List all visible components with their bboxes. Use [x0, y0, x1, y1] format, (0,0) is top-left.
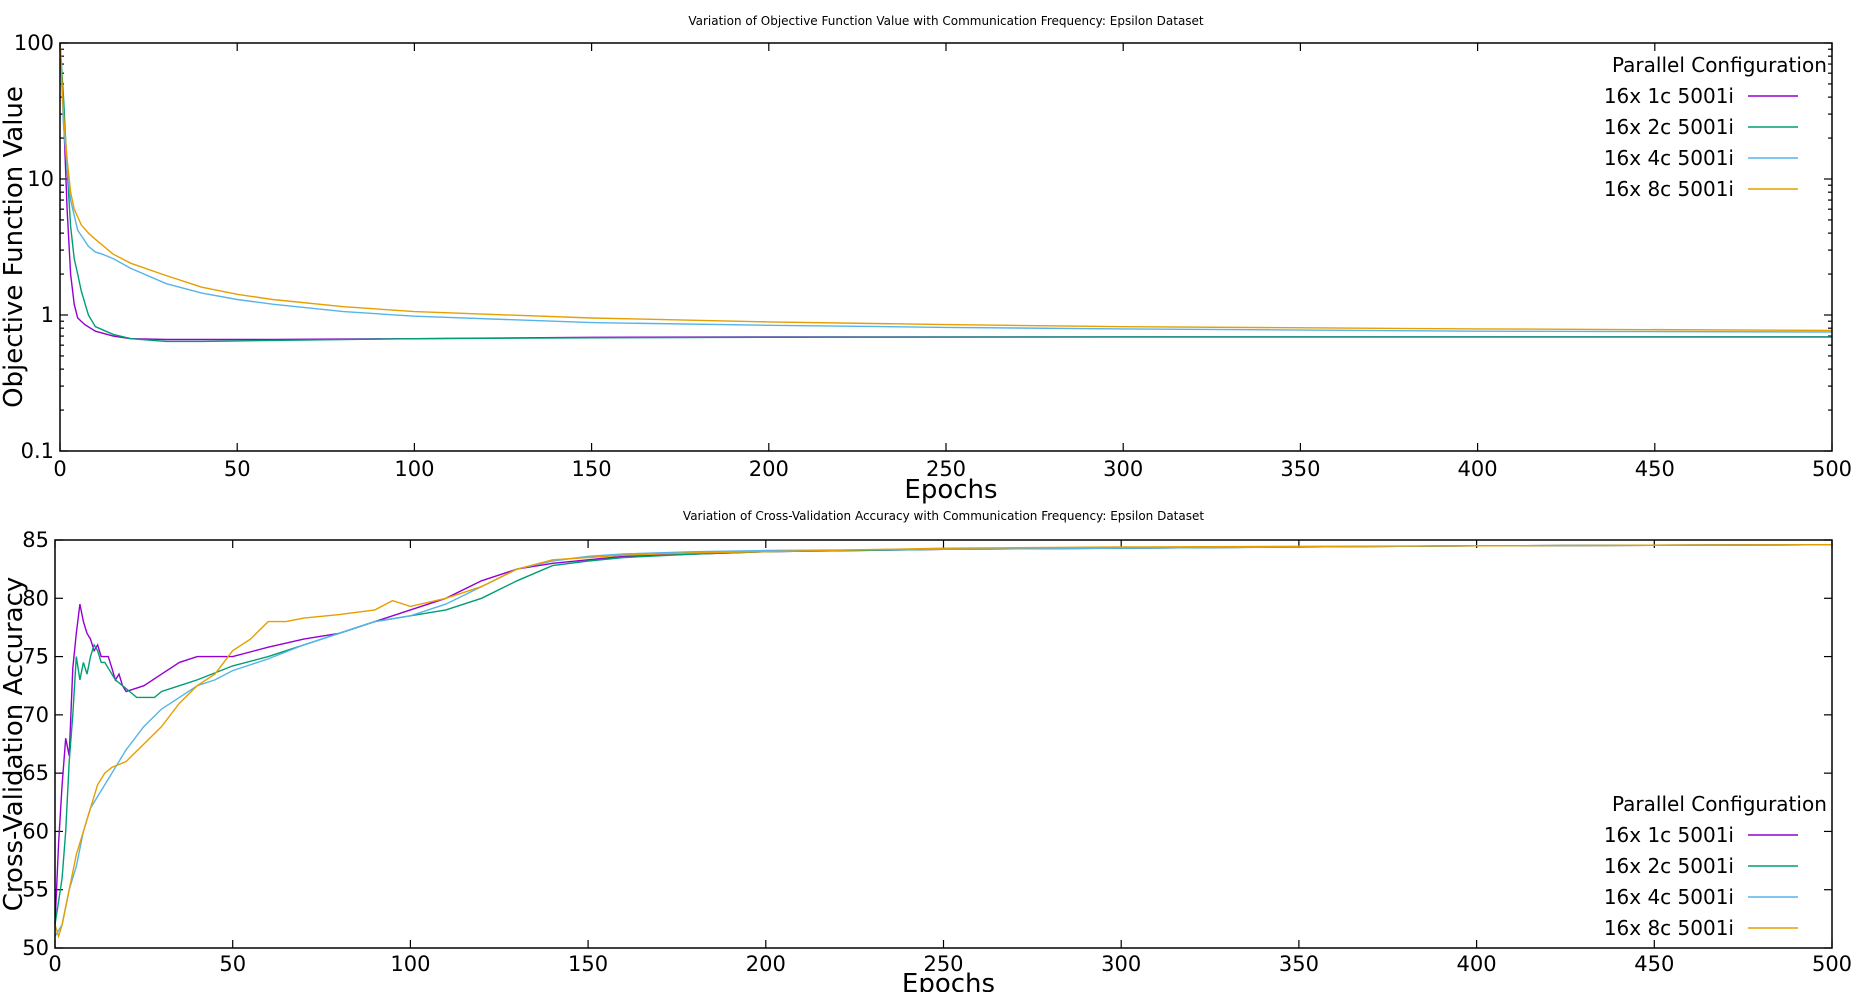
x-tick-label: 300: [1103, 457, 1143, 481]
x-tick-label: 50: [224, 457, 251, 481]
legend-label: 16x 8c 5001i: [1604, 177, 1734, 201]
legend-label: 16x 8c 5001i: [1604, 916, 1734, 940]
x-tick-label: 150: [572, 457, 612, 481]
chart-2: Variation of Cross-Validation Accuracy w…: [0, 509, 1852, 992]
x-axis-label: Epochs: [904, 475, 997, 505]
x-axis-label: Epochs: [902, 969, 995, 992]
x-tick-label: 450: [1634, 952, 1674, 976]
x-tick-label: 200: [746, 952, 786, 976]
chart-title: Variation of Cross-Validation Accuracy w…: [683, 509, 1204, 523]
y-tick-label: 10: [27, 167, 54, 191]
x-tick-label: 450: [1635, 457, 1675, 481]
legend-label: 16x 2c 5001i: [1604, 854, 1734, 878]
series-line-2: [54, 544, 1833, 925]
series-line-1: [54, 544, 1833, 925]
plot-frame: [59, 42, 1833, 452]
x-tick-label: 400: [1458, 457, 1498, 481]
chart-1: Variation of Objective Function Value wi…: [0, 14, 1852, 505]
x-tick-label: 350: [1279, 952, 1319, 976]
series-line-4: [59, 42, 1833, 332]
y-tick-label: 50: [22, 936, 49, 960]
y-tick-label: 1: [41, 303, 54, 327]
legend-title: Parallel Configuration: [1612, 53, 1827, 77]
y-tick-label: 70: [22, 703, 49, 727]
y-axis-label: Objective Function Value: [0, 86, 29, 408]
x-tick-label: 0: [48, 952, 61, 976]
x-tick-label: 500: [1812, 457, 1852, 481]
y-tick-label: 55: [22, 878, 49, 902]
x-tick-label: 300: [1101, 952, 1141, 976]
chart-title: Variation of Objective Function Value wi…: [688, 14, 1204, 28]
x-tick-label: 150: [568, 952, 608, 976]
legend: Parallel Configuration 16x 1c 5001i 16x 2c…: [1604, 53, 1827, 201]
plot-frame: [54, 539, 1833, 949]
x-tick-label: 100: [394, 457, 434, 481]
legend-label: 16x 4c 5001i: [1604, 885, 1734, 909]
x-tick-label: 0: [53, 457, 66, 481]
series-line-2: [59, 42, 1832, 343]
legend-label: 16x 4c 5001i: [1604, 146, 1734, 170]
y-tick-label: 80: [22, 586, 49, 610]
legend-title: Parallel Configuration: [1612, 792, 1827, 816]
y-tick-label: 75: [22, 645, 49, 669]
y-tick-label: 100: [14, 31, 54, 55]
x-tick-label: 350: [1280, 457, 1320, 481]
series-line-3: [54, 544, 1833, 937]
y-tick-label: 60: [22, 819, 49, 843]
y-tick-label: 85: [22, 528, 49, 552]
legend-label: 16x 2c 5001i: [1604, 115, 1734, 139]
series-line-3: [59, 42, 1833, 333]
x-tick-label: 100: [390, 952, 430, 976]
y-tick-label: 0.1: [21, 439, 54, 463]
x-tick-label: 250: [923, 952, 963, 976]
legend: Parallel Configuration 16x 1c 5001i 16x 2c…: [1604, 792, 1827, 940]
x-tick-label: 200: [749, 457, 789, 481]
legend-label: 16x 1c 5001i: [1604, 823, 1734, 847]
series-line-4: [54, 544, 1833, 939]
x-tick-label: 50: [219, 952, 246, 976]
x-tick-label: 500: [1812, 952, 1852, 976]
y-axis-label: Cross-Validation Accuracy: [0, 577, 29, 911]
legend-label: 16x 1c 5001i: [1604, 84, 1734, 108]
x-tick-label: 250: [926, 457, 966, 481]
y-tick-label: 65: [22, 761, 49, 785]
x-tick-label: 400: [1457, 952, 1497, 976]
series-line-1: [59, 42, 1832, 341]
